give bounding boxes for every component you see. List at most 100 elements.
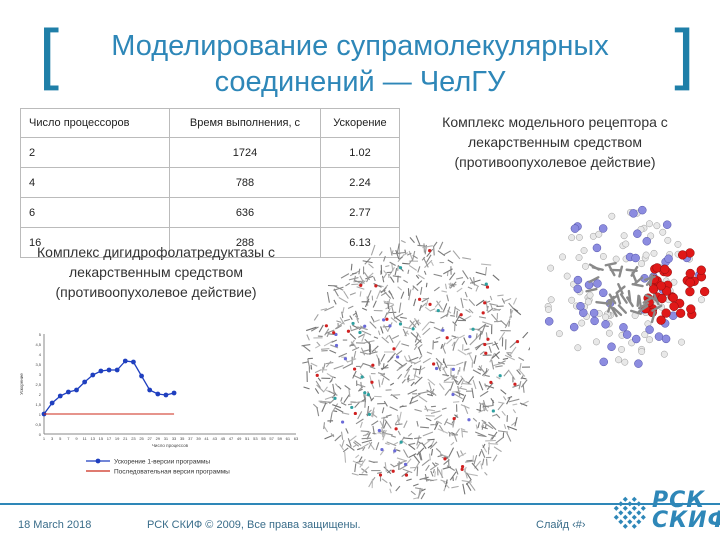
bond-stick — [421, 459, 430, 466]
bond-stick — [420, 426, 430, 429]
bond-stick — [430, 470, 434, 477]
atom — [393, 449, 397, 453]
y-axis-label: Ускорение — [19, 373, 24, 395]
bond-stick — [494, 341, 500, 350]
bond-stick — [353, 441, 360, 447]
bond-stick — [457, 349, 467, 356]
nitrogen-atom — [662, 220, 672, 229]
bond-stick — [397, 251, 407, 254]
bond-stick — [504, 318, 511, 329]
legend-label: Ускорение 1-версии программы — [114, 459, 210, 466]
bond-stick — [436, 361, 441, 372]
bond-stick — [519, 402, 528, 407]
bond-stick — [480, 448, 486, 458]
bond-stick — [368, 441, 373, 449]
atom — [371, 363, 375, 367]
bond-stick — [383, 400, 388, 407]
bond-stick — [425, 300, 429, 307]
bond-stick — [502, 357, 509, 360]
atom — [403, 462, 408, 466]
bond-stick — [413, 345, 418, 351]
bond-stick — [381, 432, 393, 436]
bond-stick — [482, 321, 493, 326]
bond-stick — [406, 374, 410, 381]
bond-stick — [429, 441, 438, 450]
bond-stick — [390, 435, 396, 438]
bond-stick — [447, 259, 454, 264]
bond-stick — [427, 438, 435, 441]
bond-stick — [384, 442, 390, 446]
atom — [459, 313, 463, 317]
bond-stick — [479, 390, 489, 397]
bond-stick — [465, 309, 471, 314]
bond-stick — [359, 351, 369, 355]
bond-stick — [512, 384, 520, 388]
bond-stick — [318, 400, 328, 403]
table-header-row: Число процессоров Время выполнения, с Ус… — [20, 108, 400, 138]
bond-stick — [407, 378, 415, 382]
atom — [483, 342, 487, 347]
x-tick-label: 39 — [196, 436, 201, 441]
ligand-bond — [637, 304, 649, 313]
speedup-data-point — [139, 373, 144, 379]
bond-stick — [454, 336, 460, 344]
bond-stick — [329, 378, 333, 384]
cell-processors: 4 — [20, 167, 170, 198]
bond-stick — [442, 365, 447, 371]
oxygen-atom — [696, 265, 706, 275]
atom — [340, 420, 345, 424]
bond-stick — [416, 420, 419, 427]
ligand-bond — [607, 300, 613, 313]
bond-stick — [422, 357, 431, 364]
ligand-bond — [595, 300, 608, 305]
bond-stick — [491, 431, 498, 440]
oxygen-atom — [656, 315, 666, 325]
hydrogen-atom — [641, 331, 649, 339]
x-tick-label: 31 — [164, 436, 169, 441]
bond-stick — [509, 346, 517, 356]
hydrogen-atom — [647, 232, 655, 240]
bond-stick — [383, 302, 389, 305]
bond-stick — [458, 452, 467, 458]
bond-stick — [383, 270, 388, 275]
bond-stick — [344, 451, 347, 463]
nitrogen-atom — [638, 205, 647, 215]
bond-stick — [434, 462, 439, 466]
bond-stick — [362, 362, 372, 367]
atom — [360, 375, 364, 379]
bond-stick — [302, 345, 311, 352]
bond-stick — [417, 489, 423, 499]
bond-stick — [521, 377, 527, 380]
bond-stick — [426, 351, 433, 355]
bond-stick — [466, 352, 472, 355]
bond-stick — [478, 316, 487, 319]
bond-stick — [305, 326, 317, 332]
bond-stick — [354, 400, 365, 404]
bond-stick — [333, 299, 337, 305]
x-tick-label: 53 — [253, 436, 258, 441]
bond-stick — [471, 462, 479, 471]
bond-stick — [406, 478, 412, 482]
bond-stick — [436, 420, 443, 425]
hydrogen-atom — [615, 356, 623, 364]
bond-stick — [345, 428, 349, 434]
bond-stick — [346, 358, 357, 363]
atom — [513, 382, 517, 386]
oxygen-atom — [660, 264, 670, 274]
bond-stick — [346, 443, 355, 451]
bond-stick — [462, 483, 466, 495]
logo-grid-cell — [636, 519, 642, 525]
title-line-2-suffix: ГУ — [471, 66, 506, 98]
ligand-bond — [653, 293, 660, 306]
bond-stick — [395, 449, 401, 452]
bond-stick — [315, 380, 321, 389]
bond-stick — [387, 356, 394, 363]
bond-stick — [404, 252, 409, 256]
x-tick-label: 61 — [286, 436, 291, 441]
bond-stick — [336, 320, 342, 323]
x-tick-label: 29 — [156, 436, 161, 441]
bond-stick — [500, 319, 508, 327]
right-bracket: ] — [668, 16, 696, 98]
bond-stick — [366, 277, 370, 283]
bond-stick — [442, 466, 452, 470]
